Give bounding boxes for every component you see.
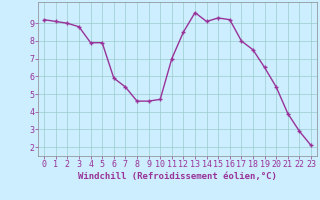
X-axis label: Windchill (Refroidissement éolien,°C): Windchill (Refroidissement éolien,°C): [78, 172, 277, 181]
